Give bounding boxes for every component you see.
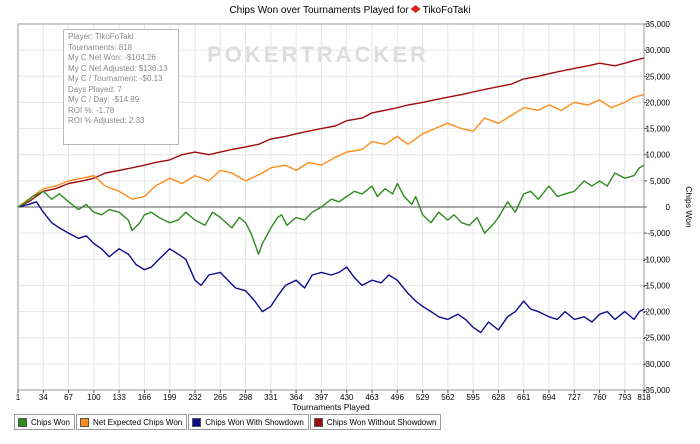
- chart-title-player: TikoFoTaki: [423, 5, 471, 16]
- stat-net-won: My C Net Won: -$104.26: [68, 53, 156, 62]
- y-tick-label: -5,000: [647, 229, 670, 238]
- y-axis-label: Chips Won: [684, 186, 694, 228]
- legend-item-with-showdown[interactable]: Chips Won With Showdown: [188, 414, 309, 430]
- chart-title-prefix: Chips Won over Tournaments Played for: [229, 5, 409, 16]
- y-tick-label: -25,000: [643, 334, 671, 343]
- pokertracker-logo-icon: [410, 5, 421, 13]
- y-tick-label: -35,000: [643, 386, 671, 395]
- x-tick-label: 364: [289, 393, 303, 402]
- y-tick-label: -10,000: [643, 255, 671, 264]
- x-tick-label: 818: [637, 393, 651, 402]
- chart-title: Chips Won over Tournaments Played for: [229, 5, 409, 16]
- stat-per-tournament: My C / Tournament: -$0.13: [68, 74, 163, 83]
- stat-roi-adjusted: ROI % Adjusted: 2.33: [68, 116, 145, 125]
- x-axis-label: Tournaments Played: [292, 402, 370, 412]
- x-tick-label: 430: [340, 393, 354, 402]
- stats-box: Player: TikoFoTaki Tournaments: 818 My C…: [63, 29, 179, 145]
- legend-swatch: [79, 417, 89, 427]
- y-tick-label: 5,000: [650, 177, 671, 186]
- y-tick-label: -20,000: [643, 308, 671, 317]
- x-tick-label: 562: [441, 393, 455, 402]
- pokertracker-watermark: POKERTRACKER: [207, 42, 429, 67]
- y-tick-label: 0: [666, 203, 671, 212]
- legend-label: Chips Won Without Showdown: [326, 417, 437, 427]
- x-tick-label: 496: [391, 393, 405, 402]
- x-tick-label: 397: [315, 393, 329, 402]
- x-tick-label: 331: [264, 393, 278, 402]
- y-tick-label: -15,000: [643, 281, 671, 290]
- series-line-2: [17, 201, 645, 334]
- y-tick-label: -30,000: [643, 360, 671, 369]
- stat-tournaments: Tournaments: 818: [68, 42, 133, 52]
- x-tick-label: 463: [365, 393, 379, 402]
- series-line-3: [17, 57, 645, 208]
- x-tick-label: 199: [163, 393, 177, 402]
- legend-label: Net Expected Chips Won: [92, 417, 183, 427]
- y-tick-label: 10,000: [646, 151, 671, 160]
- x-tick-label: 628: [492, 393, 506, 402]
- x-tick-label: 100: [87, 393, 101, 402]
- legend-swatch: [313, 417, 323, 427]
- legend-label: Chips Won: [31, 417, 70, 427]
- y-axis-ticks: 35,000 30,000 25,000 20,000 15,000 10,000 5,00…: [643, 20, 671, 395]
- series-line-0: [17, 164, 645, 255]
- y-tick-label: 25,000: [646, 72, 671, 81]
- stat-net-adjusted: My C Net Adjusted: $136.13: [68, 63, 168, 73]
- stat-roi: ROI %: -1.78: [68, 105, 115, 115]
- x-tick-label: 529: [416, 393, 430, 402]
- x-tick-label: 67: [64, 393, 73, 402]
- x-tick-label: 661: [517, 393, 531, 402]
- logo-diamond: [410, 5, 421, 13]
- series-line-1: [17, 93, 645, 208]
- x-tick-label: 298: [239, 393, 253, 402]
- x-tick-label: 760: [593, 393, 607, 402]
- legend-item-chips-won[interactable]: Chips Won: [14, 414, 75, 430]
- y-tick-label: 15,000: [646, 125, 671, 134]
- x-tick-label: 34: [39, 393, 48, 402]
- x-tick-label: 595: [466, 393, 480, 402]
- y-tick-label: 30,000: [646, 46, 671, 55]
- x-axis-ticks: 1 34 67 100 133 166 199 232 265 298 331 364 397 430 46…: [16, 390, 651, 402]
- x-tick-label: 232: [188, 393, 202, 402]
- x-tick-label: 694: [542, 393, 556, 402]
- x-tick-label: 727: [568, 393, 582, 402]
- legend-swatch: [18, 417, 27, 427]
- stat-per-day: My C / Day: -$14.89: [68, 95, 140, 104]
- stat-days-played: Days Played: 7: [68, 84, 122, 94]
- y-tick-label: 20,000: [646, 98, 671, 107]
- legend-item-net-expected[interactable]: Net Expected Chips Won: [75, 414, 188, 430]
- x-tick-label: 166: [138, 393, 152, 402]
- legend-swatch: [192, 417, 202, 427]
- x-tick-label: 133: [112, 393, 126, 402]
- x-tick-label: 1: [16, 393, 21, 402]
- series-layer: [17, 57, 645, 334]
- x-tick-label: 265: [214, 393, 228, 402]
- legend-item-without-showdown[interactable]: Chips Won Without Showdown: [309, 414, 442, 430]
- y-tick-label: 35,000: [646, 20, 671, 29]
- x-tick-label: 793: [618, 393, 632, 402]
- stat-player: Player: TikoFoTaki: [68, 32, 134, 41]
- legend-label: Chips Won With Showdown: [205, 417, 304, 427]
- legend: Chips Won Net Expected Chips Won Chips W…: [14, 414, 442, 430]
